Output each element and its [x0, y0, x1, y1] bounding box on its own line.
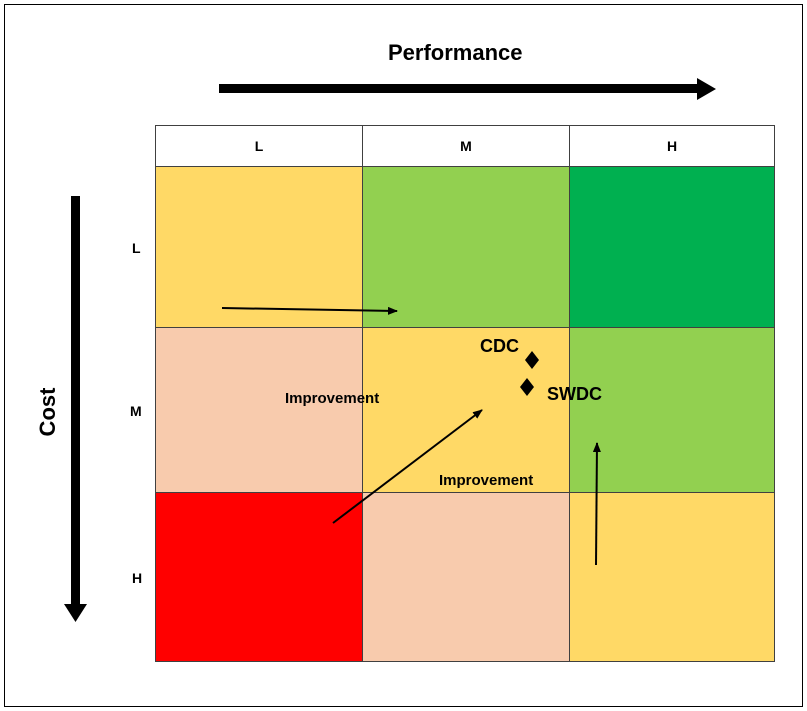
improvement-arrow-diagonal: [332, 409, 483, 524]
improvement-label-left: Improvement: [285, 390, 380, 407]
cdc-label: CDC: [480, 336, 519, 356]
cell-cost-high-performance-low: [155, 492, 363, 662]
improvement-label-bottom: Improvement: [439, 472, 534, 489]
cell-cost-low-performance-high: [569, 166, 775, 328]
row-label-medium: M: [130, 403, 142, 419]
cost-axis-arrow: [64, 196, 87, 622]
cell-cost-high-performance-high: [569, 492, 775, 662]
cell-cost-medium-performance-medium: [362, 327, 570, 493]
x-axis-title: Performance: [388, 40, 523, 65]
cell-cost-low-performance-low: [155, 166, 363, 328]
row-label-high: H: [132, 570, 143, 586]
cell-cost-low-performance-medium: [362, 166, 570, 328]
performance-axis-arrow: [219, 78, 716, 100]
improvement-arrow-horizontal: [221, 306, 398, 315]
cell-cost-high-performance-medium: [362, 492, 570, 662]
swdc-marker: [520, 378, 534, 396]
row-label-low: L: [132, 240, 141, 256]
improvement-arrow-vertical: [592, 442, 601, 566]
cdc-marker: [525, 351, 539, 369]
column-header-medium: M: [362, 125, 570, 167]
swdc-label: SWDC: [547, 384, 602, 404]
column-header-high: H: [569, 125, 775, 167]
